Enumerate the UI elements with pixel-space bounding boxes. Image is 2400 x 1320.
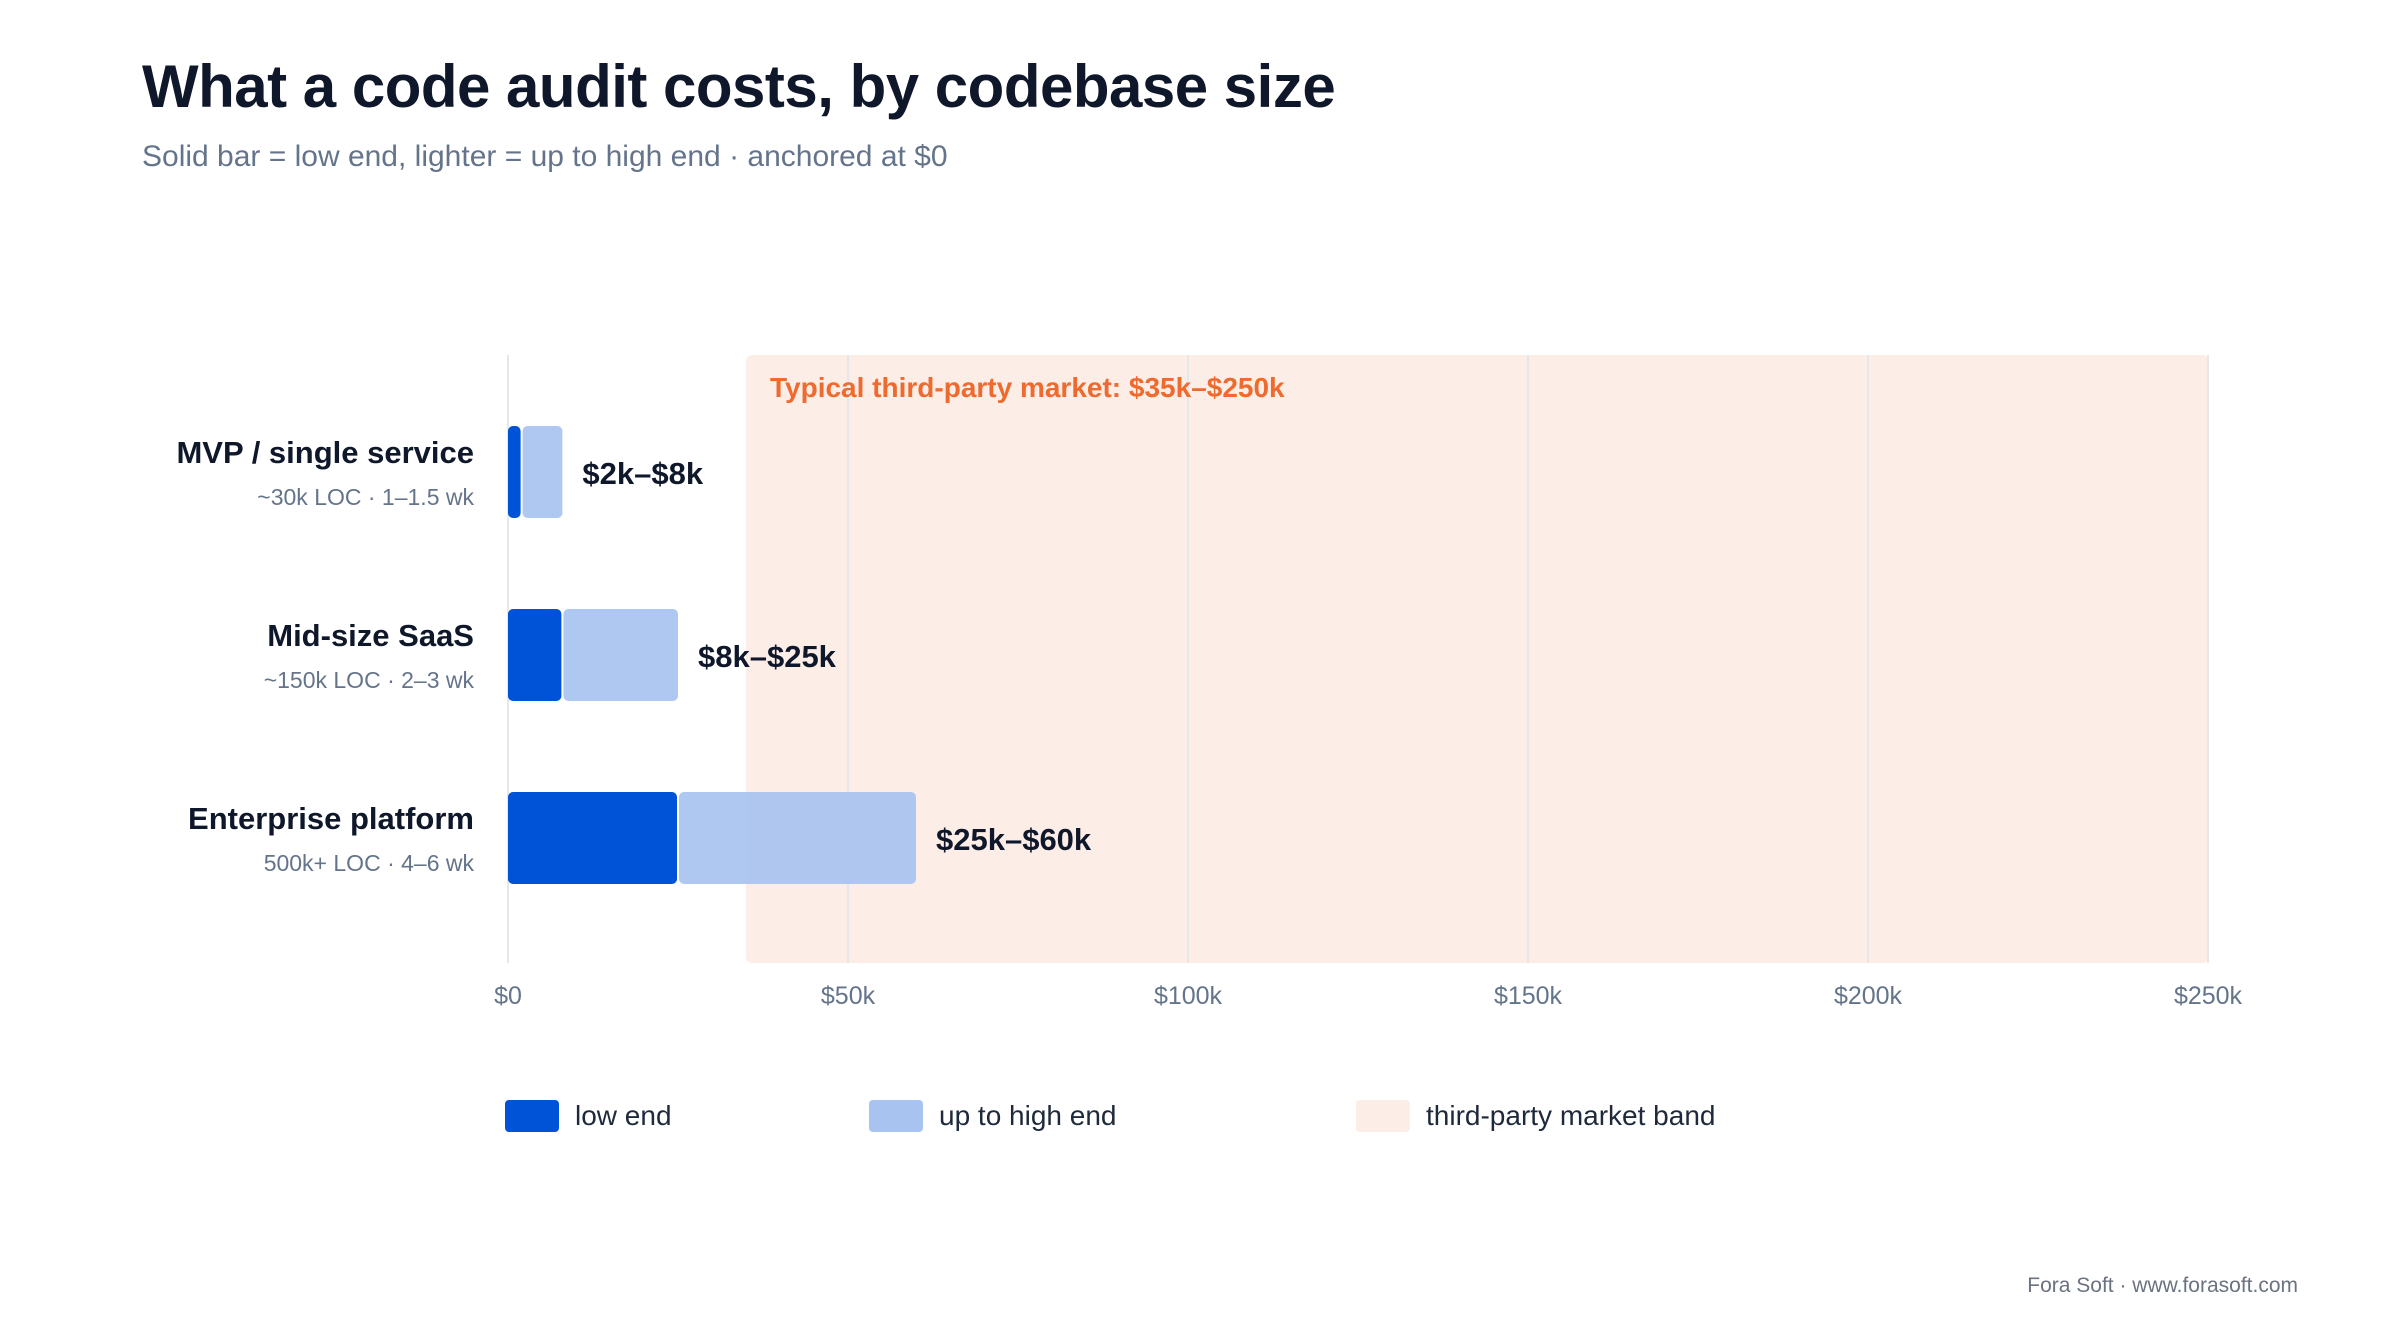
bar-high-1 bbox=[563, 609, 678, 701]
category-sublabel-0: ~30k LOC · 1–1.5 wk bbox=[257, 484, 474, 510]
x-tick-label-3: $150k bbox=[1494, 982, 1563, 1010]
category-sublabel-2: 500k+ LOC · 4–6 wk bbox=[264, 850, 475, 876]
category-sublabel-1: ~150k LOC · 2–3 wk bbox=[264, 667, 475, 693]
x-tick-label-5: $250k bbox=[2174, 982, 2243, 1010]
legend-swatch-high-end bbox=[869, 1100, 923, 1132]
x-tick-label-1: $50k bbox=[821, 982, 876, 1010]
category-label-1: Mid-size SaaS bbox=[267, 618, 474, 653]
footer-credit: Fora Soft · www.forasoft.com bbox=[2027, 1274, 2298, 1297]
bar-high-0 bbox=[522, 426, 563, 518]
bar-low-1 bbox=[508, 609, 562, 701]
x-tick-label-2: $100k bbox=[1154, 982, 1223, 1010]
x-tick-label-0: $0 bbox=[494, 982, 522, 1010]
bar-high-2 bbox=[679, 792, 916, 884]
range-label-0: $2k–$8k bbox=[582, 456, 703, 491]
category-label-2: Enterprise platform bbox=[188, 801, 474, 836]
market-band-label: Typical third-party market: $35k–$250k bbox=[770, 372, 1285, 403]
legend-label-low-end: low end bbox=[575, 1100, 672, 1131]
chart-subtitle: Solid bar = low end, lighter = up to hig… bbox=[142, 140, 948, 173]
legend-label-market-band: third-party market band bbox=[1426, 1100, 1716, 1131]
legend-item-market-band: third-party market band bbox=[1356, 1100, 1715, 1132]
chart-legend: low end up to high end third-party marke… bbox=[505, 1100, 1775, 1132]
legend-label-high-end: up to high end bbox=[939, 1100, 1117, 1131]
legend-swatch-market-band bbox=[1356, 1100, 1410, 1132]
x-tick-label-4: $200k bbox=[1834, 982, 1903, 1010]
chart-title: What a code audit costs, by codebase siz… bbox=[142, 53, 1336, 120]
market-band bbox=[746, 355, 2208, 963]
range-label-1: $8k–$25k bbox=[698, 639, 837, 674]
category-label-0: MVP / single service bbox=[176, 435, 474, 470]
bar-low-0 bbox=[508, 426, 521, 518]
legend-swatch-low-end bbox=[505, 1100, 559, 1132]
legend-item-high-end: up to high end bbox=[869, 1100, 1296, 1132]
bar-low-2 bbox=[508, 792, 677, 884]
legend-item-low-end: low end bbox=[505, 1100, 809, 1132]
range-label-2: $25k–$60k bbox=[936, 822, 1092, 857]
